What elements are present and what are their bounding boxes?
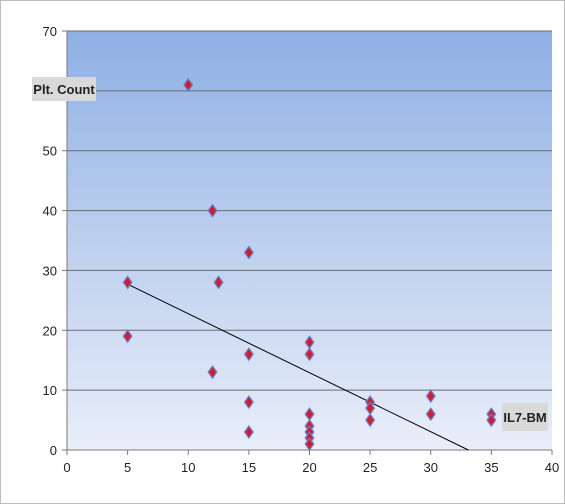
- data-point: [243, 425, 254, 440]
- data-point-fill: [306, 349, 313, 360]
- data-point: [243, 347, 254, 362]
- data-point-fill: [124, 277, 131, 288]
- data-point-fill: [124, 331, 131, 342]
- y-tick-label: 10: [43, 383, 57, 398]
- data-point: [304, 347, 315, 362]
- data-point: [304, 437, 315, 452]
- data-point: [365, 413, 376, 428]
- grid-lines: [67, 30, 552, 391]
- x-tick-label: 5: [124, 460, 131, 475]
- data-point-fill: [306, 337, 313, 348]
- x-tick-label: 30: [424, 460, 438, 475]
- y-axis-title-box: [32, 77, 96, 101]
- data-point-fill: [245, 349, 253, 360]
- data-point: [243, 245, 254, 260]
- data-point: [304, 335, 315, 350]
- x-tick-label: 40: [545, 460, 559, 475]
- data-point-fill: [366, 403, 374, 414]
- data-point-fill: [209, 367, 216, 378]
- data-points: [122, 77, 497, 452]
- y-tick-label: 30: [43, 263, 57, 278]
- data-point-fill: [185, 79, 192, 90]
- data-point: [486, 413, 497, 428]
- x-tick-label: 25: [363, 460, 377, 475]
- data-point: [207, 203, 218, 218]
- x-axis-title-box: [502, 403, 548, 431]
- x-tick-label: 0: [63, 460, 70, 475]
- y-tick-label: 70: [43, 24, 57, 39]
- plot-area: [67, 31, 552, 450]
- data-point-fill: [488, 415, 495, 426]
- data-point: [122, 329, 133, 344]
- data-point: [213, 275, 224, 290]
- data-point: [183, 77, 194, 92]
- y-axis-title: Plt. Count: [32, 77, 96, 101]
- data-point-fill: [366, 415, 374, 426]
- y-axis-title-text: Plt. Count: [33, 82, 95, 97]
- data-point-fill: [306, 409, 313, 420]
- data-point-fill: [245, 247, 253, 258]
- y-tick-label: 40: [43, 204, 57, 219]
- trendline-group: [127, 283, 469, 451]
- data-point: [425, 389, 436, 404]
- data-point: [304, 407, 315, 422]
- data-point: [243, 395, 254, 410]
- x-tick-label: 15: [242, 460, 256, 475]
- data-point: [365, 401, 376, 416]
- data-point: [207, 365, 218, 380]
- x-tick-label: 20: [302, 460, 316, 475]
- x-axis-title: IL7-BM: [502, 403, 548, 431]
- x-axis-title-text: IL7-BM: [503, 410, 546, 425]
- x-tick-label: 10: [181, 460, 195, 475]
- tick-labels: 0102030405060700510152025303540: [43, 24, 560, 475]
- data-point-fill: [427, 409, 434, 420]
- y-tick-label: 50: [43, 144, 57, 159]
- data-point-fill: [209, 205, 216, 216]
- data-point-fill: [215, 277, 222, 288]
- data-point-fill: [245, 427, 253, 438]
- data-point-fill: [245, 397, 253, 408]
- data-point-fill: [427, 391, 434, 402]
- x-tick-label: 35: [484, 460, 498, 475]
- data-point-fill: [306, 439, 313, 450]
- trendline: [127, 283, 469, 451]
- y-tick-label: 0: [50, 443, 57, 458]
- y-tick-label: 20: [43, 323, 57, 338]
- data-point: [122, 275, 133, 290]
- data-point: [425, 407, 436, 422]
